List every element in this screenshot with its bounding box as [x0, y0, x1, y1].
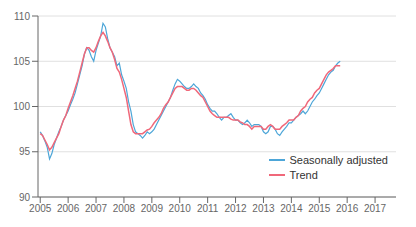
svg-text:110: 110 — [14, 11, 30, 22]
svg-text:100: 100 — [13, 101, 30, 112]
svg-text:2010: 2010 — [169, 203, 192, 214]
svg-text:90: 90 — [19, 192, 31, 203]
svg-text:2005: 2005 — [29, 203, 52, 214]
svg-text:2015: 2015 — [308, 203, 331, 214]
svg-text:2007: 2007 — [85, 203, 108, 214]
svg-text:2011: 2011 — [197, 203, 219, 214]
svg-text:2017: 2017 — [364, 203, 387, 214]
html-text:Trend: Trend — [289, 168, 318, 181]
svg-text:2012: 2012 — [224, 203, 247, 214]
html-text:Seasonally adjusted: Seasonally adjusted — [289, 153, 388, 166]
svg-text:2014: 2014 — [280, 203, 303, 214]
svg-text:2009: 2009 — [141, 203, 164, 214]
svg-text:95: 95 — [19, 146, 31, 157]
svg-text:2013: 2013 — [252, 203, 275, 214]
svg-text:2008: 2008 — [113, 203, 136, 214]
svg-text:2006: 2006 — [57, 203, 80, 214]
svg-text:2016: 2016 — [336, 203, 359, 214]
svg-text:105: 105 — [13, 56, 30, 67]
